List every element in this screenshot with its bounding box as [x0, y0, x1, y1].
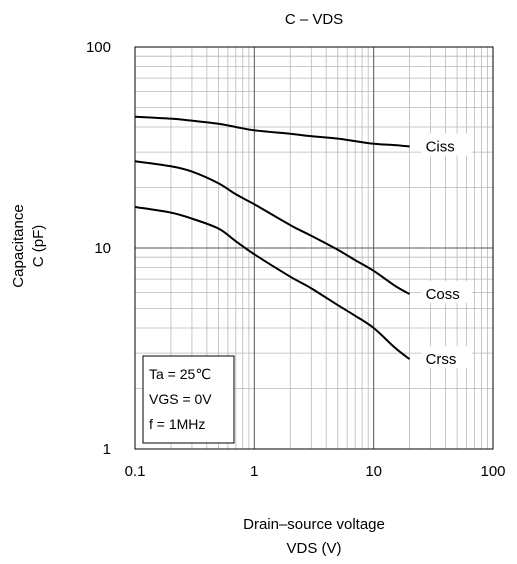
series-line-crss: [134, 205, 411, 360]
y-axis-label-line1: Capacitance: [10, 204, 27, 287]
y-tick-labels: 1 10 100: [86, 39, 111, 458]
conditions-box-frame: [142, 355, 235, 444]
x-tick-labels: 0.1 1 10 100: [125, 463, 506, 480]
series-labels: Ciss Coss Crss: [421, 133, 472, 369]
x-axis-label-line2: VDS (V): [286, 540, 341, 557]
x-axis-label-line1: Drain–source voltage: [243, 516, 385, 533]
condition-temperature: Ta = 25℃: [149, 366, 211, 382]
conditions-box: Ta = 25℃ VGS = 0V f = 1MHz: [142, 355, 235, 444]
condition-frequency: f = 1MHz: [149, 416, 205, 432]
condition-vgs: VGS = 0V: [149, 391, 212, 407]
series-label-crss: Crss: [426, 351, 457, 368]
series-label-bg: [421, 281, 472, 304]
y-axis-label-line2: C (pF): [30, 225, 47, 268]
y-tick-label: 1: [103, 441, 111, 458]
series-label-bg: [421, 346, 472, 369]
series-line-ciss: [134, 115, 410, 148]
x-tick-label: 100: [480, 463, 505, 480]
x-tick-label: 1: [250, 463, 258, 480]
data-curves: [134, 115, 411, 360]
y-tick-label: 10: [94, 240, 111, 257]
series-label-coss: Coss: [426, 286, 460, 303]
plot-frame: [134, 46, 494, 450]
y-tick-label: 100: [86, 39, 111, 56]
series-label-ciss: Ciss: [426, 138, 455, 155]
series-label-bg: [421, 133, 472, 156]
x-tick-label: 0.1: [125, 463, 146, 480]
x-tick-label: 10: [365, 463, 382, 480]
chart-title: C – VDS: [285, 11, 343, 28]
series-line-coss: [134, 160, 411, 295]
